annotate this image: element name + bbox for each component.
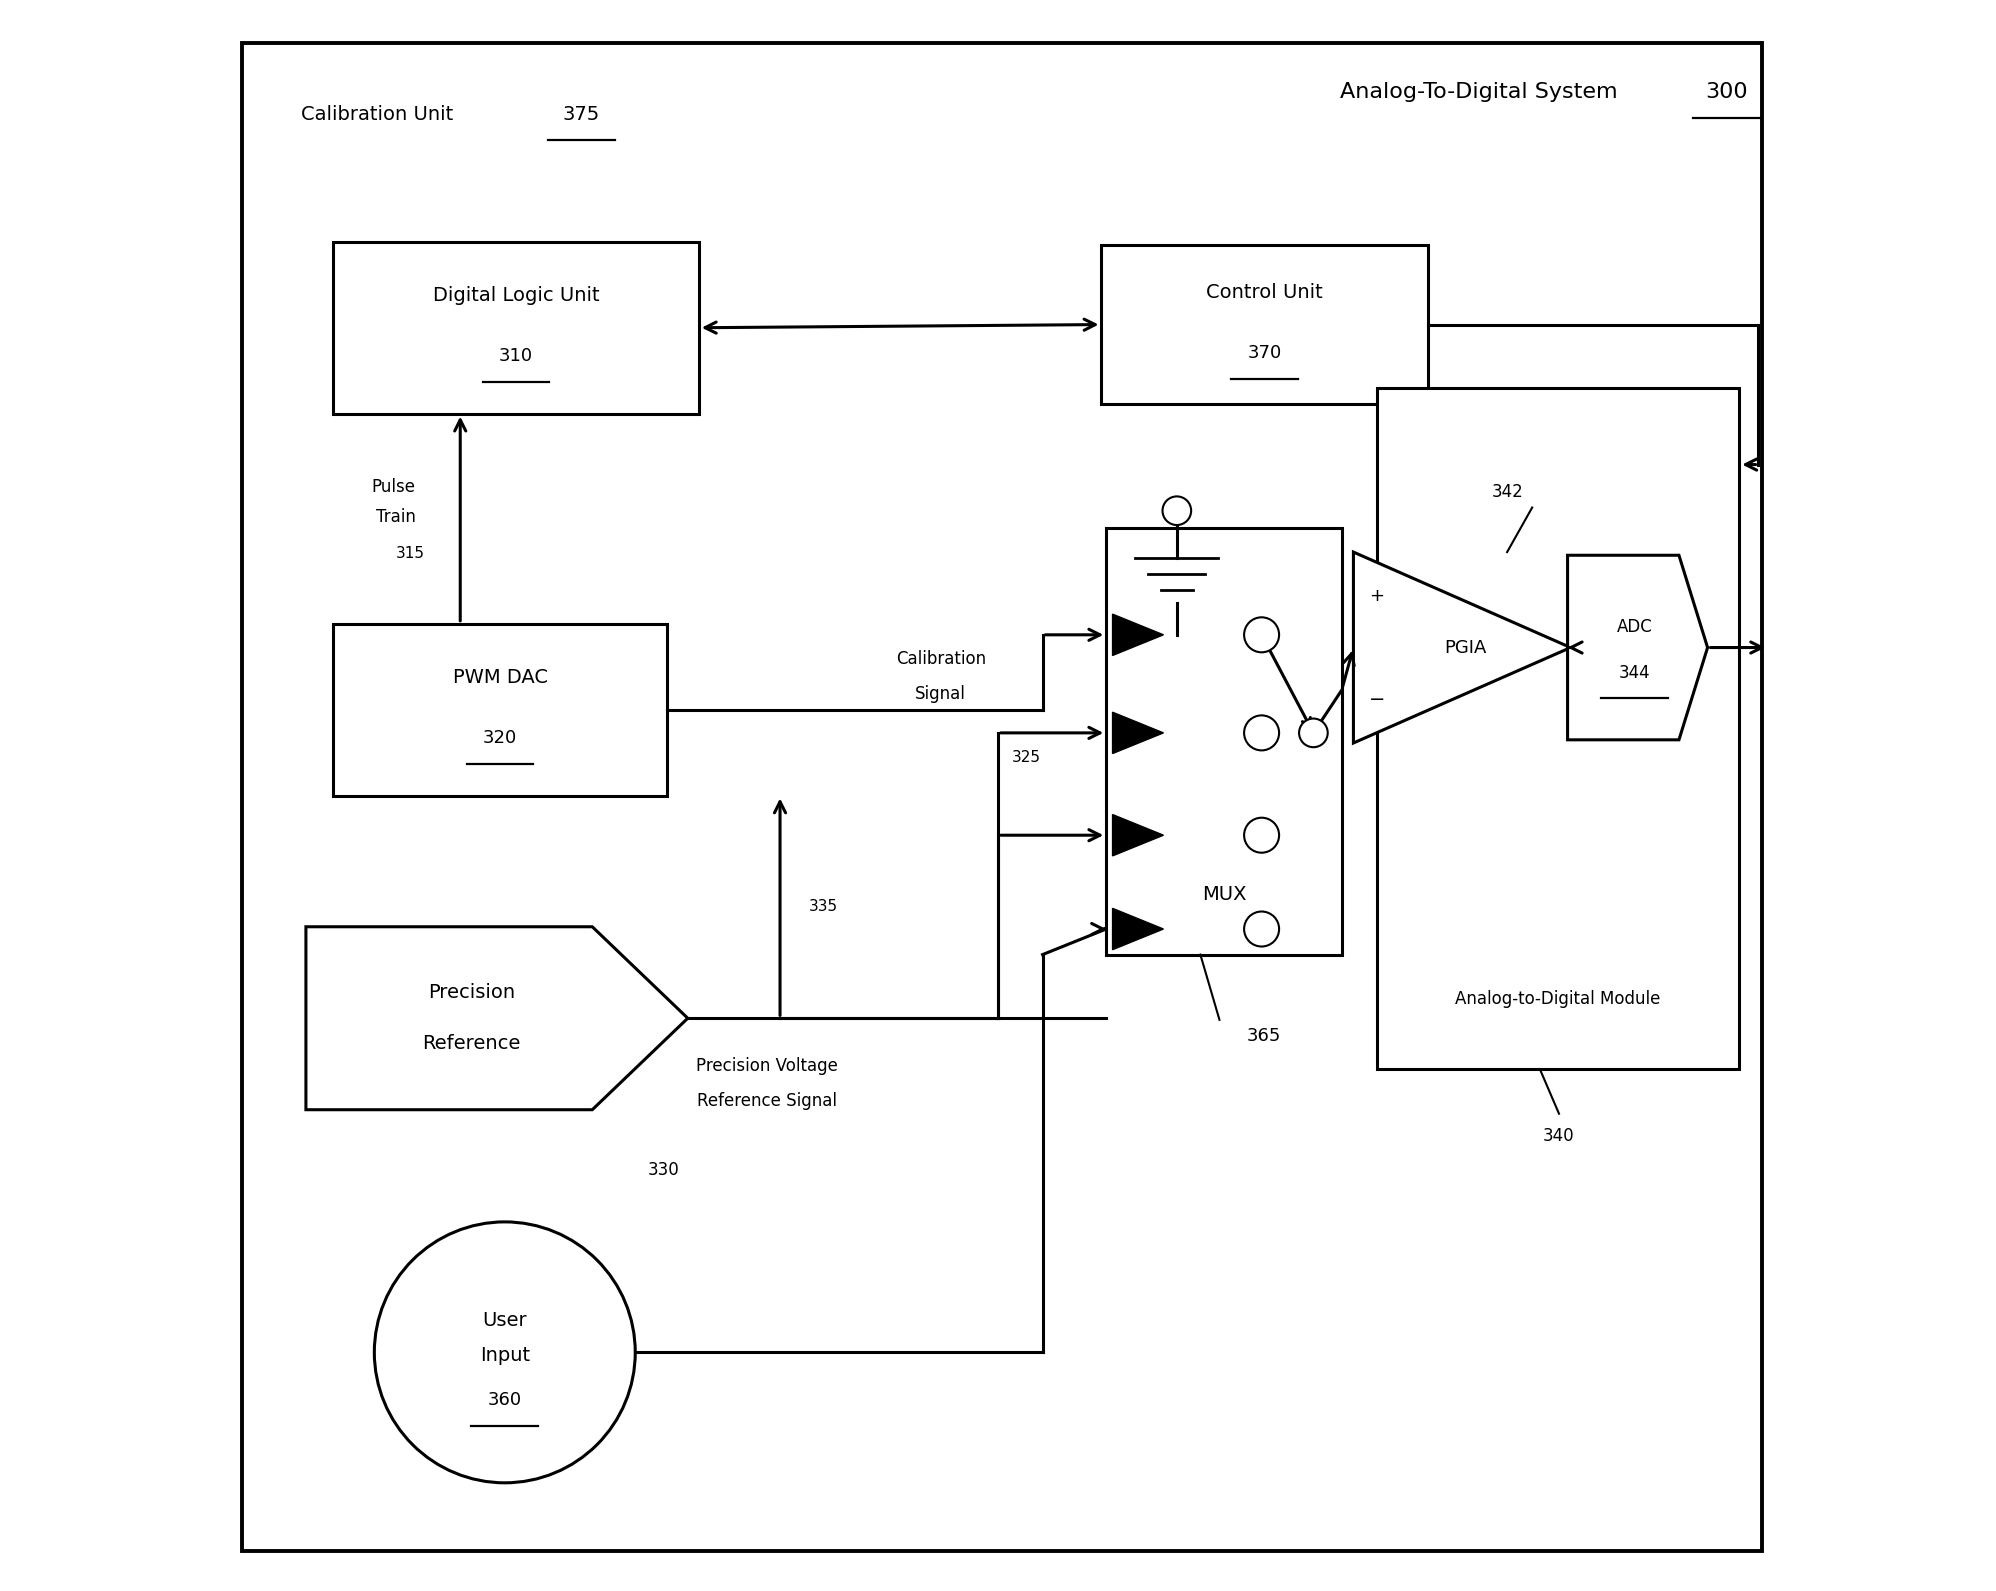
Text: 370: 370	[1248, 344, 1281, 363]
Polygon shape	[1112, 815, 1164, 856]
Text: Digital Logic Unit: Digital Logic Unit	[433, 286, 599, 305]
Text: 344: 344	[1619, 663, 1651, 683]
Bar	[1106, 528, 1341, 955]
Text: 330: 330	[649, 1161, 681, 1179]
Text: 310: 310	[499, 347, 533, 366]
Text: ADC: ADC	[1617, 617, 1653, 636]
Polygon shape	[1112, 908, 1164, 950]
Text: 375: 375	[563, 105, 599, 124]
Polygon shape	[305, 926, 689, 1111]
Bar	[333, 242, 699, 414]
Bar	[1102, 245, 1427, 404]
Text: Precision Voltage: Precision Voltage	[697, 1056, 838, 1076]
Text: 360: 360	[487, 1391, 521, 1410]
Text: Input: Input	[479, 1346, 529, 1365]
Text: −: −	[1369, 689, 1385, 708]
Polygon shape	[1112, 614, 1164, 655]
Text: Precision: Precision	[427, 983, 515, 1002]
Text: Control Unit: Control Unit	[1206, 283, 1323, 302]
Text: 365: 365	[1248, 1026, 1281, 1045]
Circle shape	[1244, 617, 1279, 652]
Text: 342: 342	[1491, 482, 1523, 501]
Circle shape	[375, 1222, 635, 1483]
Circle shape	[1244, 818, 1279, 853]
Circle shape	[1162, 496, 1192, 525]
Text: Calibration Unit: Calibration Unit	[301, 105, 459, 124]
Text: Signal: Signal	[916, 684, 966, 703]
Circle shape	[1299, 719, 1327, 748]
Text: PWM DAC: PWM DAC	[453, 668, 547, 687]
Polygon shape	[1567, 555, 1709, 740]
Polygon shape	[1112, 713, 1164, 754]
Circle shape	[1244, 716, 1279, 751]
Text: 320: 320	[483, 729, 517, 748]
Text: PGIA: PGIA	[1445, 638, 1487, 657]
Bar	[333, 624, 667, 796]
Text: User: User	[483, 1311, 527, 1330]
Bar	[265, 80, 1042, 1324]
Text: 325: 325	[1012, 749, 1042, 765]
Text: +: +	[1369, 587, 1385, 605]
Text: 300: 300	[1705, 83, 1748, 102]
Polygon shape	[1353, 552, 1571, 743]
Text: Reference Signal: Reference Signal	[697, 1091, 836, 1111]
Text: Analog-to-Digital Module: Analog-to-Digital Module	[1455, 990, 1661, 1009]
Text: Reference: Reference	[423, 1034, 521, 1053]
Text: 340: 340	[1543, 1126, 1573, 1146]
Text: Train: Train	[375, 508, 415, 527]
Text: Analog-To-Digital System: Analog-To-Digital System	[1339, 83, 1617, 102]
Text: MUX: MUX	[1202, 885, 1246, 904]
Text: Calibration: Calibration	[896, 649, 986, 668]
Text: 315: 315	[397, 546, 425, 562]
Circle shape	[1244, 912, 1279, 947]
Text: Pulse: Pulse	[371, 477, 415, 496]
Bar	[1377, 388, 1739, 1069]
Text: 335: 335	[808, 899, 838, 915]
